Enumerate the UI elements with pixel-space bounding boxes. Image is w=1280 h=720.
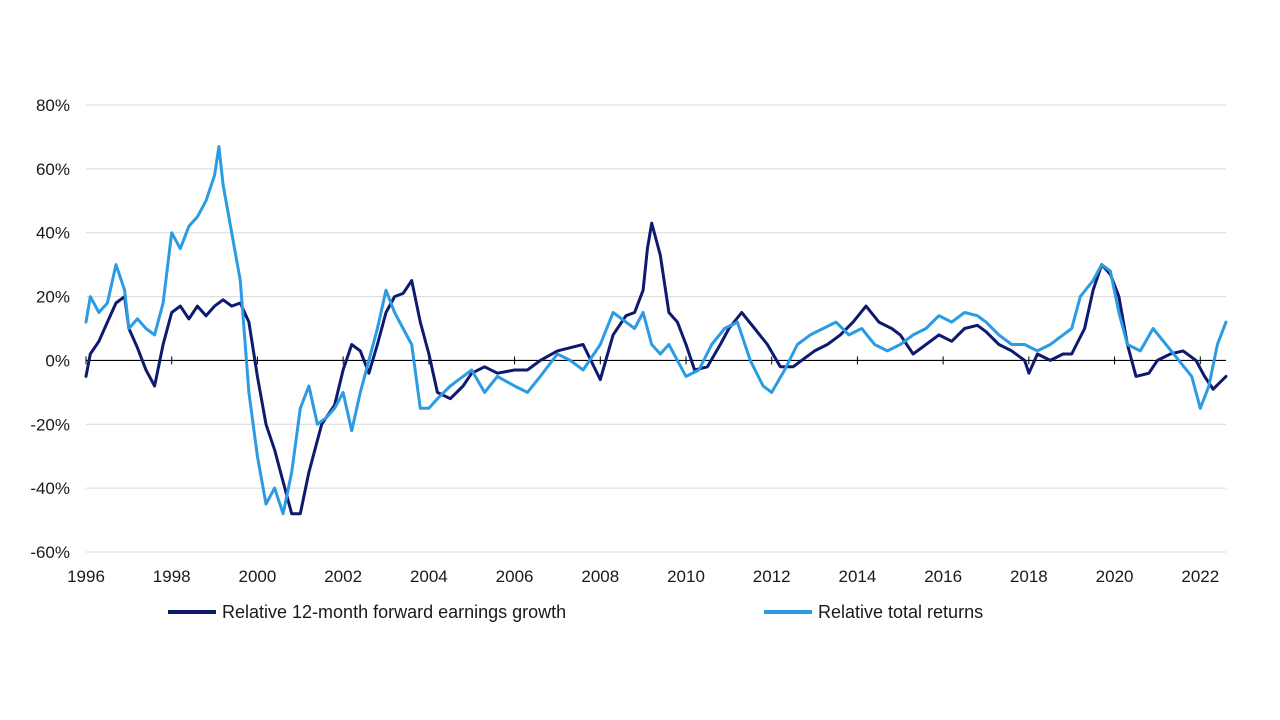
series-line-total-returns (84, 145, 1228, 516)
x-tick-label: 2004 (410, 567, 448, 586)
y-tick-label: -20% (30, 415, 70, 434)
y-tick-label: -40% (30, 479, 70, 498)
y-tick-label: 40% (36, 224, 70, 243)
series-lines (84, 145, 1228, 516)
x-tick-label: 1998 (153, 567, 191, 586)
x-tick-label: 2022 (1181, 567, 1219, 586)
x-tick-label: 2020 (1096, 567, 1134, 586)
gridlines (86, 104, 1226, 553)
x-tick-label: 2018 (1010, 567, 1048, 586)
legend: Relative 12-month forward earnings growt… (168, 602, 983, 622)
y-tick-label: -60% (30, 543, 70, 562)
legend-label: Relative total returns (818, 602, 983, 622)
y-tick-label: 20% (36, 288, 70, 307)
y-axis-tick-labels: 80% 60% 40% 20% 0% -20% -40% -60% (30, 96, 70, 562)
x-axis-tick-labels: 1996 1998 2000 2002 2004 2006 2008 2010 2012 2014… (67, 567, 1219, 586)
legend-label: Relative 12-month forward earnings growt… (222, 602, 566, 622)
y-tick-label: 60% (36, 160, 70, 179)
series-line-earnings-growth (84, 221, 1228, 516)
x-tick-label: 2002 (324, 567, 362, 586)
x-tick-label: 2008 (581, 567, 619, 586)
x-tick-label: 2014 (839, 567, 877, 586)
x-tick-label: 2006 (496, 567, 534, 586)
y-tick-label: 0% (45, 351, 70, 370)
x-tick-label: 2016 (924, 567, 962, 586)
x-tick-label: 1996 (67, 567, 105, 586)
x-tick-label: 2012 (753, 567, 791, 586)
x-tick-label: 2000 (239, 567, 277, 586)
x-tick-label: 2010 (667, 567, 705, 586)
y-tick-label: 80% (36, 96, 70, 115)
